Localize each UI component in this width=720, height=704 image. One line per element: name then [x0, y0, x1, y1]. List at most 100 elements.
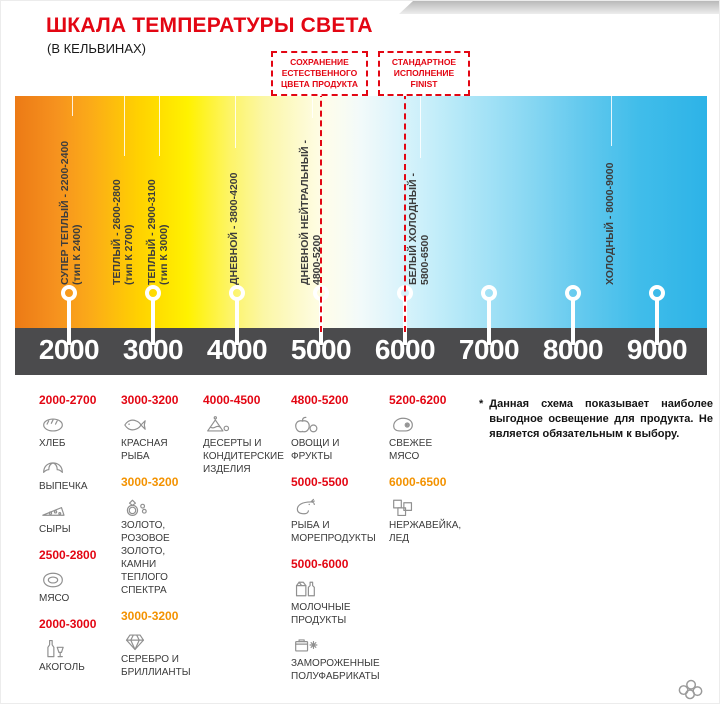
product-label: ЗОЛОТО, РОЗОВОЕ ЗОЛОТО, КАМНИ ТЕПЛОГО СП…	[121, 520, 170, 596]
zone-label-sub: (тип К 2400)	[71, 224, 83, 285]
product-group: 2500-2800 МЯСО	[39, 548, 113, 605]
product-column-3: 4000-4500 ДЕСЕРТЫ И КОНДИТЕРСКИЕ ИЗДЕЛИЯ	[203, 393, 291, 488]
product-label: МЯСО	[39, 593, 70, 604]
product-group: 5000-5500 РЫБА И МОРЕПРОДУКТЫ	[291, 475, 387, 545]
zone-guide-line	[124, 96, 125, 156]
product-item: СЫРЫ	[39, 500, 113, 536]
product-column-4: 4800-5200 ОВОЩИ И ФРУКТЫ 5000-5500 РЫБА И М…	[291, 393, 387, 695]
zone-guide-line	[420, 96, 421, 158]
zone-guide-line	[72, 96, 73, 116]
dashed-marker-6000	[404, 83, 406, 332]
temperature-range: 3000-3200	[121, 475, 179, 489]
gold-icon	[121, 496, 203, 518]
product-item: СВЕЖЕЕ МЯСО	[389, 414, 475, 463]
product-recommendations: 2000-2700 ХЛЕБ ВЫПЕЧКА СЫРЫ 2500-2800 МЯСО 200…	[1, 393, 719, 703]
callout-preserve-color: СОХРАНЕНИЕ ЕСТЕСТВЕННОГО ЦВЕТА ПРОДУКТА	[271, 51, 368, 97]
scale-axis-bar	[15, 328, 707, 375]
product-item: АКОГОЛЬ	[39, 638, 113, 674]
product-item: КРАСНАЯ РЫБА	[121, 414, 203, 463]
product-group: 6000-6500 НЕРЖАВЕЙКА, ЛЕД	[389, 475, 475, 545]
bread-icon	[39, 414, 113, 436]
product-item: ЗОЛОТО, РОЗОВОЕ ЗОЛОТО, КАМНИ ТЕПЛОГО СП…	[121, 496, 203, 597]
product-group: 5000-6000 МОЛОЧНЫЕ ПРОДУКТЫ ЗАМОРОЖЕННЫЕ П…	[291, 557, 387, 683]
product-item: ХЛЕБ	[39, 414, 113, 450]
product-column-2: 3000-3200 КРАСНАЯ РЫБА 3000-3200 ЗОЛОТО, РО…	[121, 393, 203, 691]
product-item: ОВОЩИ И ФРУКТЫ	[291, 414, 387, 463]
product-item: МЯСО	[39, 569, 113, 605]
cheese-icon	[39, 500, 113, 522]
product-group: 2000-2700 ХЛЕБ ВЫПЕЧКА СЫРЫ	[39, 393, 113, 536]
zone-label: СУПЕР ТЕПЛЫЙ - 2200-2400 (тип К 2400)	[59, 141, 83, 285]
zone-label: ТЕПЛЫЙ - 2900-3100 (тип К 3000)	[146, 179, 170, 285]
nuts-icon	[673, 675, 707, 703]
product-label: МОЛОЧНЫЕ ПРОДУКТЫ	[291, 602, 351, 626]
scale-marker-stem	[235, 298, 239, 345]
product-item: МОЛОЧНЫЕ ПРОДУКТЫ	[291, 578, 387, 627]
temperature-range: 5200-6200	[389, 393, 447, 407]
zone-label: БЕЛЫЙ ХОЛОДНЫЙ -5800-6500	[407, 173, 431, 285]
zone-label-sub: 5800-6500	[419, 234, 431, 285]
scale-marker-stem	[655, 298, 659, 345]
temperature-range: 6000-6500	[389, 475, 447, 489]
temperature-range: 2000-2700	[39, 393, 97, 407]
zone-guide-line	[234, 96, 236, 148]
scale-marker-stem	[571, 298, 575, 345]
temperature-range: 4800-5200	[291, 393, 349, 407]
product-group: 3000-3200 КРАСНАЯ РЫБА	[121, 393, 203, 463]
diamond-icon	[121, 630, 203, 652]
product-label: СЫРЫ	[39, 524, 71, 535]
product-label: НЕРЖАВЕЙКА, ЛЕД	[389, 520, 462, 544]
zone-label-main: ХОЛОДНЫЙ - 8000-9000	[604, 162, 616, 285]
product-item: ВЫПЕЧКА	[39, 457, 113, 493]
product-label: КРАСНАЯ РЫБА	[121, 438, 168, 462]
pastry-icon	[39, 457, 113, 479]
zone-guide-line	[312, 96, 313, 118]
fish-icon	[121, 414, 203, 436]
fruits-icon	[291, 414, 387, 436]
temperature-range: 5000-6000	[291, 557, 349, 571]
zone-label: ДНЕВНОЙ - 3800-4200	[228, 173, 240, 286]
zone-label-main: СУПЕР ТЕПЛЫЙ - 2200-2400	[59, 140, 71, 285]
product-label: РЫБА И МОРЕПРОДУКТЫ	[291, 520, 376, 544]
zone-label-sub: (тип К 3000)	[158, 224, 170, 285]
footnote: * Данная схема показывает наиболее выгод…	[479, 397, 713, 442]
footnote-text: Данная схема показывает наиболее выгодно…	[489, 398, 713, 440]
temperature-range: 2500-2800	[39, 548, 97, 562]
product-item: НЕРЖАВЕЙКА, ЛЕД	[389, 496, 475, 545]
product-label: АКОГОЛЬ	[39, 662, 85, 673]
meat-icon	[39, 569, 113, 591]
scale-marker-stem	[487, 298, 491, 345]
zone-label-main: ДНЕВНОЙ НЕЙТРАЛЬНЫЙ -	[299, 140, 311, 285]
scale-marker-stem	[67, 298, 71, 345]
ice-icon	[389, 496, 475, 518]
product-label: ХЛЕБ	[39, 438, 66, 449]
scale-marker-stem	[151, 298, 155, 345]
product-group: 3000-3200 СЕРЕБРО И БРИЛЛИАНТЫ	[121, 609, 203, 679]
product-column-1: 2000-2700 ХЛЕБ ВЫПЕЧКА СЫРЫ 2500-2800 МЯСО 200…	[39, 393, 113, 686]
product-label: ДЕСЕРТЫ И КОНДИТЕРСКИЕ ИЗДЕЛИЯ	[203, 438, 284, 475]
product-group: 3000-3200 ЗОЛОТО, РОЗОВОЕ ЗОЛОТО, КАМНИ Т…	[121, 475, 203, 597]
callout-standard-finist: СТАНДАРТНОЕ ИСПОЛНЕНИЕ FINIST	[378, 51, 470, 97]
dessert-icon	[203, 414, 291, 436]
product-label: СВЕЖЕЕ МЯСО	[389, 438, 433, 462]
zone-label: ХОЛОДНЫЙ - 8000-9000	[604, 163, 616, 285]
page-title: ШКАЛА ТЕМПЕРАТУРЫ СВЕТА	[46, 14, 373, 37]
frozen-icon	[291, 634, 387, 656]
product-item: ЗАМОРОЖЕННЫЕ ПОЛУФАБРИКАТЫ	[291, 634, 387, 683]
zone-label-main: ТЕПЛЫЙ - 2900-3100	[146, 179, 158, 285]
temperature-range: 5000-5500	[291, 475, 349, 489]
zone-label-main: БЕЛЫЙ ХОЛОДНЫЙ -	[407, 173, 419, 285]
footnote-mark: *	[479, 398, 484, 410]
product-label: СЕРЕБРО И БРИЛЛИАНТЫ	[121, 654, 191, 678]
dashed-marker-5000	[320, 91, 322, 332]
product-item: РЫБА И МОРЕПРОДУКТЫ	[291, 496, 387, 545]
alcohol-icon	[39, 638, 113, 660]
zone-label-main: ДНЕВНОЙ - 3800-4200	[228, 172, 240, 286]
product-label: ОВОЩИ И ФРУКТЫ	[291, 438, 340, 462]
temperature-range: 2000-3000	[39, 617, 97, 631]
zone-guide-line	[610, 96, 612, 146]
product-item: ДЕСЕРТЫ И КОНДИТЕРСКИЕ ИЗДЕЛИЯ	[203, 414, 291, 476]
product-group: 2000-3000 АКОГОЛЬ	[39, 617, 113, 674]
top-right-decoration	[399, 1, 719, 14]
